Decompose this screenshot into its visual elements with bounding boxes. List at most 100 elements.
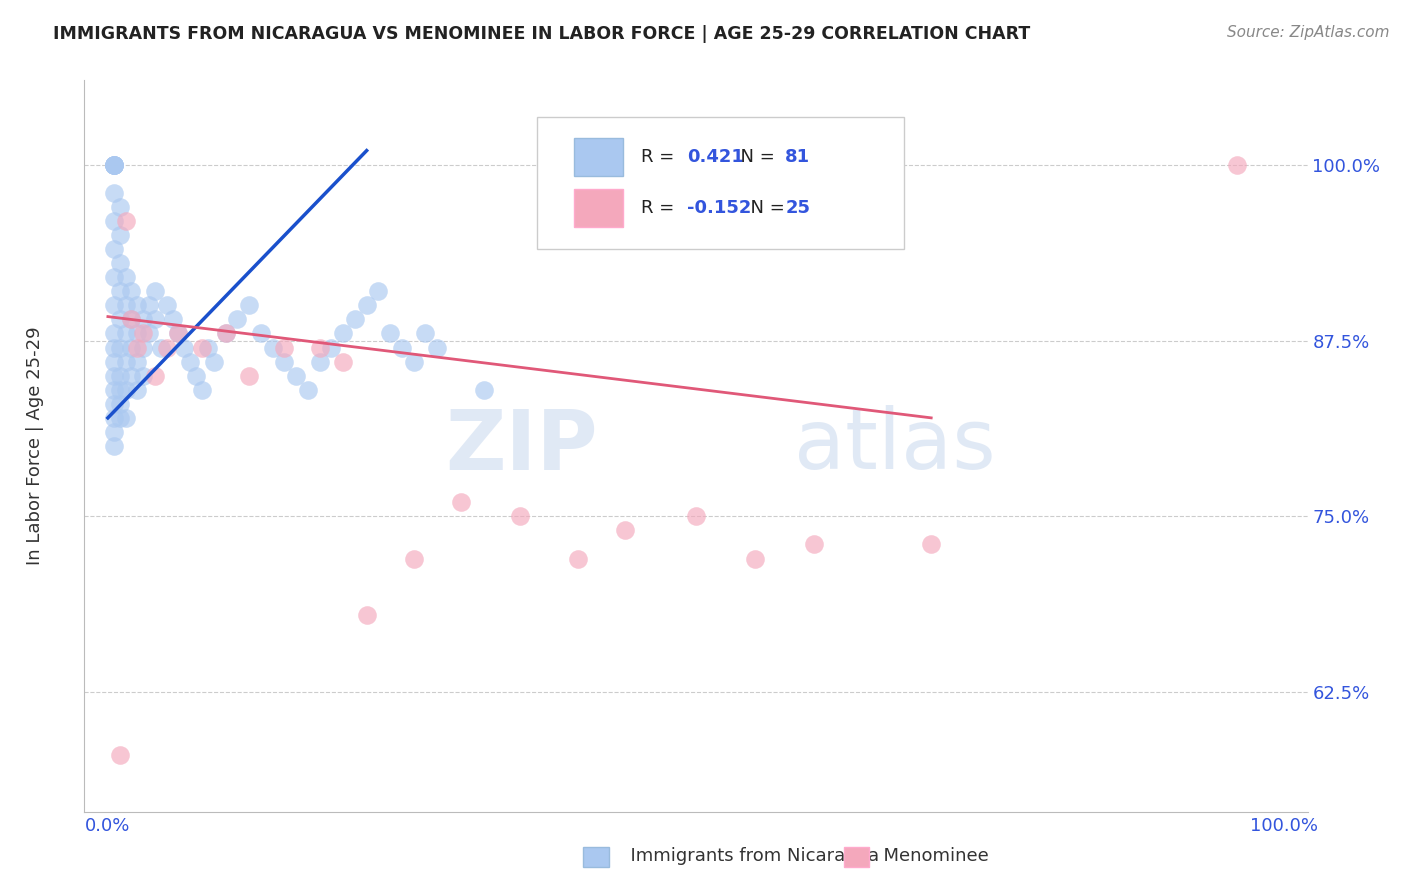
Point — [143, 285, 166, 299]
Point — [1226, 158, 1249, 172]
Point — [103, 439, 125, 453]
Point — [509, 509, 531, 524]
FancyBboxPatch shape — [537, 117, 904, 249]
Point — [567, 551, 589, 566]
Point — [103, 158, 125, 172]
Point — [108, 410, 131, 425]
Point — [138, 298, 160, 312]
Point — [238, 368, 260, 383]
Point — [127, 326, 149, 341]
Point — [202, 354, 225, 368]
Point — [197, 341, 219, 355]
Point — [108, 285, 131, 299]
Text: R =: R = — [641, 148, 681, 166]
Point — [103, 158, 125, 172]
Point — [143, 312, 166, 326]
Point — [143, 368, 166, 383]
FancyBboxPatch shape — [574, 138, 623, 176]
Point — [356, 607, 378, 622]
Point — [103, 270, 125, 285]
Point — [402, 551, 425, 566]
Point — [103, 383, 125, 397]
Point — [332, 354, 354, 368]
Point — [103, 158, 125, 172]
Point — [138, 326, 160, 341]
Point — [415, 326, 437, 341]
Point — [108, 312, 131, 326]
Point — [685, 509, 707, 524]
Text: ZIP: ZIP — [446, 406, 598, 486]
Point — [120, 312, 142, 326]
Point — [308, 341, 330, 355]
Text: R =: R = — [641, 200, 681, 218]
Point — [114, 383, 136, 397]
Point — [103, 158, 125, 172]
Text: N =: N = — [738, 200, 790, 218]
Text: Immigrants from Nicaragua: Immigrants from Nicaragua — [619, 847, 879, 865]
Point — [103, 341, 125, 355]
Point — [114, 326, 136, 341]
Point — [108, 397, 131, 411]
Text: 0.421: 0.421 — [688, 148, 744, 166]
Point — [108, 227, 131, 242]
Point — [127, 298, 149, 312]
Point — [103, 298, 125, 312]
Point — [103, 242, 125, 256]
Point — [179, 354, 201, 368]
Point — [214, 326, 236, 341]
Point — [297, 383, 319, 397]
Point — [226, 312, 249, 326]
Text: 81: 81 — [786, 148, 810, 166]
Point — [321, 341, 343, 355]
Point — [132, 341, 155, 355]
Text: N =: N = — [728, 148, 780, 166]
Point — [114, 214, 136, 228]
Point — [238, 298, 260, 312]
Point — [149, 341, 172, 355]
Point — [114, 298, 136, 312]
Point — [103, 354, 125, 368]
Point — [167, 326, 190, 341]
Point — [380, 326, 402, 341]
Point — [391, 341, 413, 355]
Text: atlas: atlas — [794, 406, 995, 486]
Point — [614, 524, 637, 538]
Point — [343, 312, 366, 326]
FancyBboxPatch shape — [574, 189, 623, 227]
Point — [472, 383, 495, 397]
Point — [103, 214, 125, 228]
Point — [120, 312, 142, 326]
Point — [191, 341, 214, 355]
Point — [191, 383, 214, 397]
Text: Menominee: Menominee — [872, 847, 988, 865]
Point — [108, 341, 131, 355]
Point — [173, 341, 195, 355]
Point — [162, 312, 184, 326]
Point — [103, 326, 125, 341]
Point — [103, 158, 125, 172]
Point — [132, 312, 155, 326]
Point — [114, 270, 136, 285]
Point — [308, 354, 330, 368]
Point — [273, 354, 295, 368]
Point — [127, 354, 149, 368]
Point — [167, 326, 190, 341]
Point — [156, 341, 179, 355]
Point — [103, 186, 125, 200]
Point — [332, 326, 354, 341]
Point — [103, 425, 125, 439]
Point — [184, 368, 207, 383]
Text: In Labor Force | Age 25-29: In Labor Force | Age 25-29 — [27, 326, 44, 566]
Point — [114, 354, 136, 368]
Point — [108, 200, 131, 214]
Point — [214, 326, 236, 341]
Point — [744, 551, 766, 566]
Point — [249, 326, 271, 341]
Point — [103, 410, 125, 425]
Point — [127, 383, 149, 397]
Point — [103, 368, 125, 383]
Point — [367, 285, 389, 299]
Point — [402, 354, 425, 368]
Point — [103, 397, 125, 411]
Point — [108, 383, 131, 397]
